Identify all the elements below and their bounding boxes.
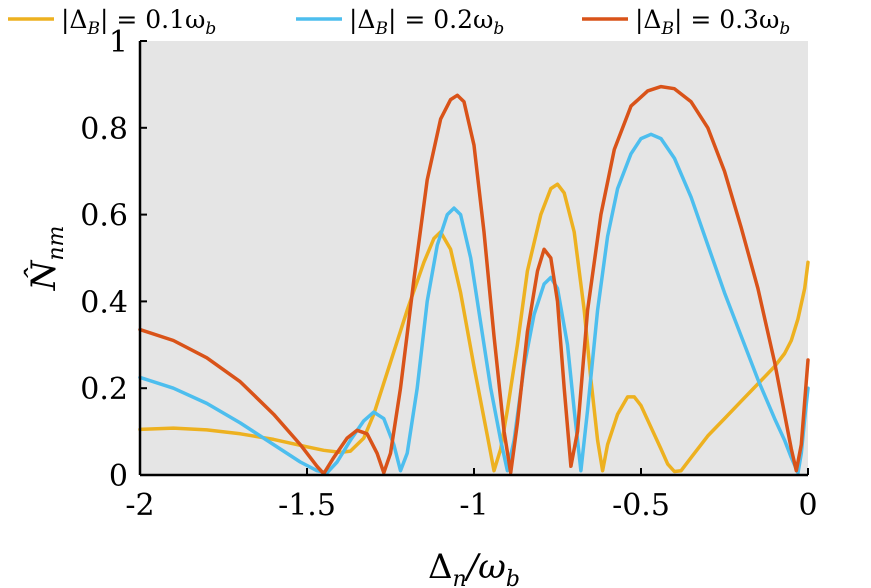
legend-label-3: |ΔB| = 0.3ωb	[635, 5, 790, 39]
x-tick-label: -1.5	[278, 488, 336, 523]
x-tick-label: -2	[125, 488, 154, 523]
series-line-1	[138, 182, 810, 474]
y-tick-label: 0	[109, 459, 128, 494]
y-tick-label: 0.2	[80, 372, 128, 407]
x-tick-label: 0	[798, 488, 817, 523]
y-tick-label: 0.8	[80, 112, 128, 147]
y-tick-label: 1	[109, 25, 128, 60]
legend-label-2: |ΔB| = 0.2ωb	[349, 5, 504, 39]
y-axis-label: N̂nm	[23, 226, 69, 292]
y-tick-label: 0.6	[80, 199, 128, 234]
series-line-3	[138, 84, 810, 476]
x-tick-label: -0.5	[612, 488, 670, 523]
legend: |ΔB| = 0.1ωb |ΔB| = 0.2ωb |ΔB| = 0.3ωb	[8, 5, 790, 39]
x-tick-label: -1	[459, 488, 488, 523]
plot-background	[140, 41, 808, 475]
legend-label-1: |ΔB| = 0.1ωb	[61, 5, 216, 39]
series-layer	[138, 84, 810, 476]
y-tick-label: 0.4	[80, 285, 128, 320]
ticks-layer: -2 -1.5 -1 -0.5 0 0 0.2 0.4 0.6 0.8 1	[80, 25, 817, 523]
x-axis-label: Δn/ωb	[428, 547, 520, 588]
axis-labels: Δn/ωb N̂nm	[23, 226, 520, 588]
